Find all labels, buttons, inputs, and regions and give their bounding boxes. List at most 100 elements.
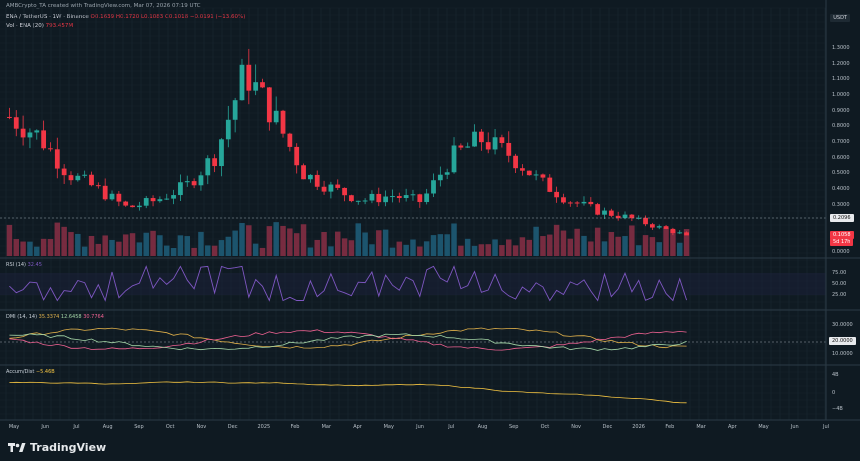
candle-body	[513, 155, 518, 169]
candle-body	[41, 130, 47, 149]
candle-body	[13, 117, 19, 129]
volume-bar	[403, 244, 409, 256]
time-tick: Nov	[571, 424, 582, 430]
volume-bar	[485, 244, 491, 256]
volume-bar	[601, 241, 608, 256]
candle-body	[677, 232, 683, 234]
volume-bar	[287, 228, 293, 256]
volume-bar	[266, 226, 273, 256]
volume-bar	[109, 239, 115, 256]
last-price-badge: 0.1058	[830, 231, 854, 239]
candle-body	[636, 217, 642, 219]
candle-body	[95, 185, 101, 187]
volume-bar	[499, 245, 505, 256]
candle-body	[670, 228, 676, 234]
currency-badge[interactable]: USDT	[830, 14, 850, 22]
candle-body	[567, 202, 573, 204]
rsi-label: RSI (14)	[6, 262, 26, 268]
candle-body	[417, 194, 423, 203]
time-tick: Dec	[227, 424, 238, 430]
grid-lines	[0, 7, 826, 420]
candle-body	[273, 110, 279, 123]
rsi-legend[interactable]: RSI (14) 32.45	[6, 262, 42, 268]
price-tick: 0.5000	[832, 170, 850, 177]
ad-legend[interactable]: Accum/Dist −5.46B	[6, 369, 55, 375]
time-tick: 2026	[632, 424, 645, 430]
candle-body	[649, 224, 655, 228]
volume-bar	[670, 229, 676, 256]
volume-bar	[417, 246, 423, 256]
volume-bar	[635, 245, 642, 256]
tradingview-logo[interactable]: TradingView	[8, 441, 106, 454]
volume-bar	[464, 238, 471, 256]
candle-body	[328, 184, 334, 192]
volume-bar	[506, 239, 512, 256]
symbol-title[interactable]: ENA / TetherUS · 1W · Binance	[6, 14, 89, 20]
time-tick: Nov	[196, 424, 207, 430]
volume-bar	[355, 223, 361, 256]
volume-bar	[608, 232, 615, 256]
candle-body	[287, 133, 293, 147]
volume-bar	[567, 238, 574, 256]
volume-bar	[615, 236, 621, 256]
rsi-band	[0, 273, 826, 295]
rsi-tick-75: 75.00	[832, 270, 847, 276]
candle-body	[116, 193, 122, 202]
volume-bar	[335, 231, 341, 256]
candle-body	[232, 100, 238, 120]
volume-bar	[362, 232, 368, 256]
price-tick: 0.9000	[832, 107, 850, 114]
price-tick: 0.0000	[832, 249, 850, 255]
candle-body	[123, 201, 129, 206]
volume-bar	[95, 243, 102, 256]
candle-body	[82, 174, 88, 176]
volume-bar	[164, 245, 170, 256]
volume-bar	[225, 236, 232, 256]
rsi-value: 32.45	[27, 262, 42, 268]
candle-body	[526, 170, 532, 176]
volume-bar	[526, 239, 532, 256]
candle-body	[622, 214, 628, 219]
dmi-legend[interactable]: DMI (14, 14) 35.3374 12.6458 30.7764	[6, 314, 104, 320]
volume-bar	[540, 236, 546, 256]
candle-body	[396, 196, 402, 199]
candle-body	[581, 201, 587, 204]
candle-body	[342, 187, 347, 196]
volume-bar	[533, 226, 539, 256]
time-tick: Feb	[290, 424, 300, 430]
volume-bar	[157, 235, 163, 256]
volume-label[interactable]: Vol · ENA (20)	[6, 23, 44, 29]
candle-body	[157, 199, 163, 202]
volume-bar	[410, 239, 416, 256]
dmi-minus-value: 12.6458	[60, 314, 82, 320]
candle-body	[143, 198, 149, 206]
time-tick: Oct	[165, 424, 175, 430]
ad-tick-0: 0	[832, 390, 836, 396]
volume-bar	[478, 244, 485, 256]
dmi-level-badge: 20.0000	[829, 337, 856, 345]
volume-bar	[458, 245, 464, 256]
time-tick: Mar	[696, 424, 706, 430]
ad-value: −5.46B	[35, 369, 55, 375]
candle-body	[130, 205, 135, 208]
candle-body	[301, 165, 306, 180]
time-tick: Sep	[508, 424, 519, 430]
candle-body	[349, 195, 354, 202]
volume-bar	[205, 245, 211, 256]
time-tick: Aug	[477, 424, 488, 430]
candle-body	[266, 87, 272, 123]
volume-bar	[6, 224, 13, 256]
rsi-tick-25: 25.00	[832, 292, 847, 298]
volume-bar	[54, 222, 61, 256]
volume-bar	[34, 246, 40, 256]
volume-bar	[75, 233, 81, 256]
volume-bar	[348, 240, 355, 256]
volume-bar	[588, 241, 594, 256]
candle-body	[109, 193, 115, 200]
volume-bar	[61, 226, 67, 256]
volume-bar	[307, 247, 314, 256]
volume-bar	[369, 244, 375, 256]
candle-body	[89, 174, 94, 186]
price-tick: 0.4000	[832, 186, 850, 193]
